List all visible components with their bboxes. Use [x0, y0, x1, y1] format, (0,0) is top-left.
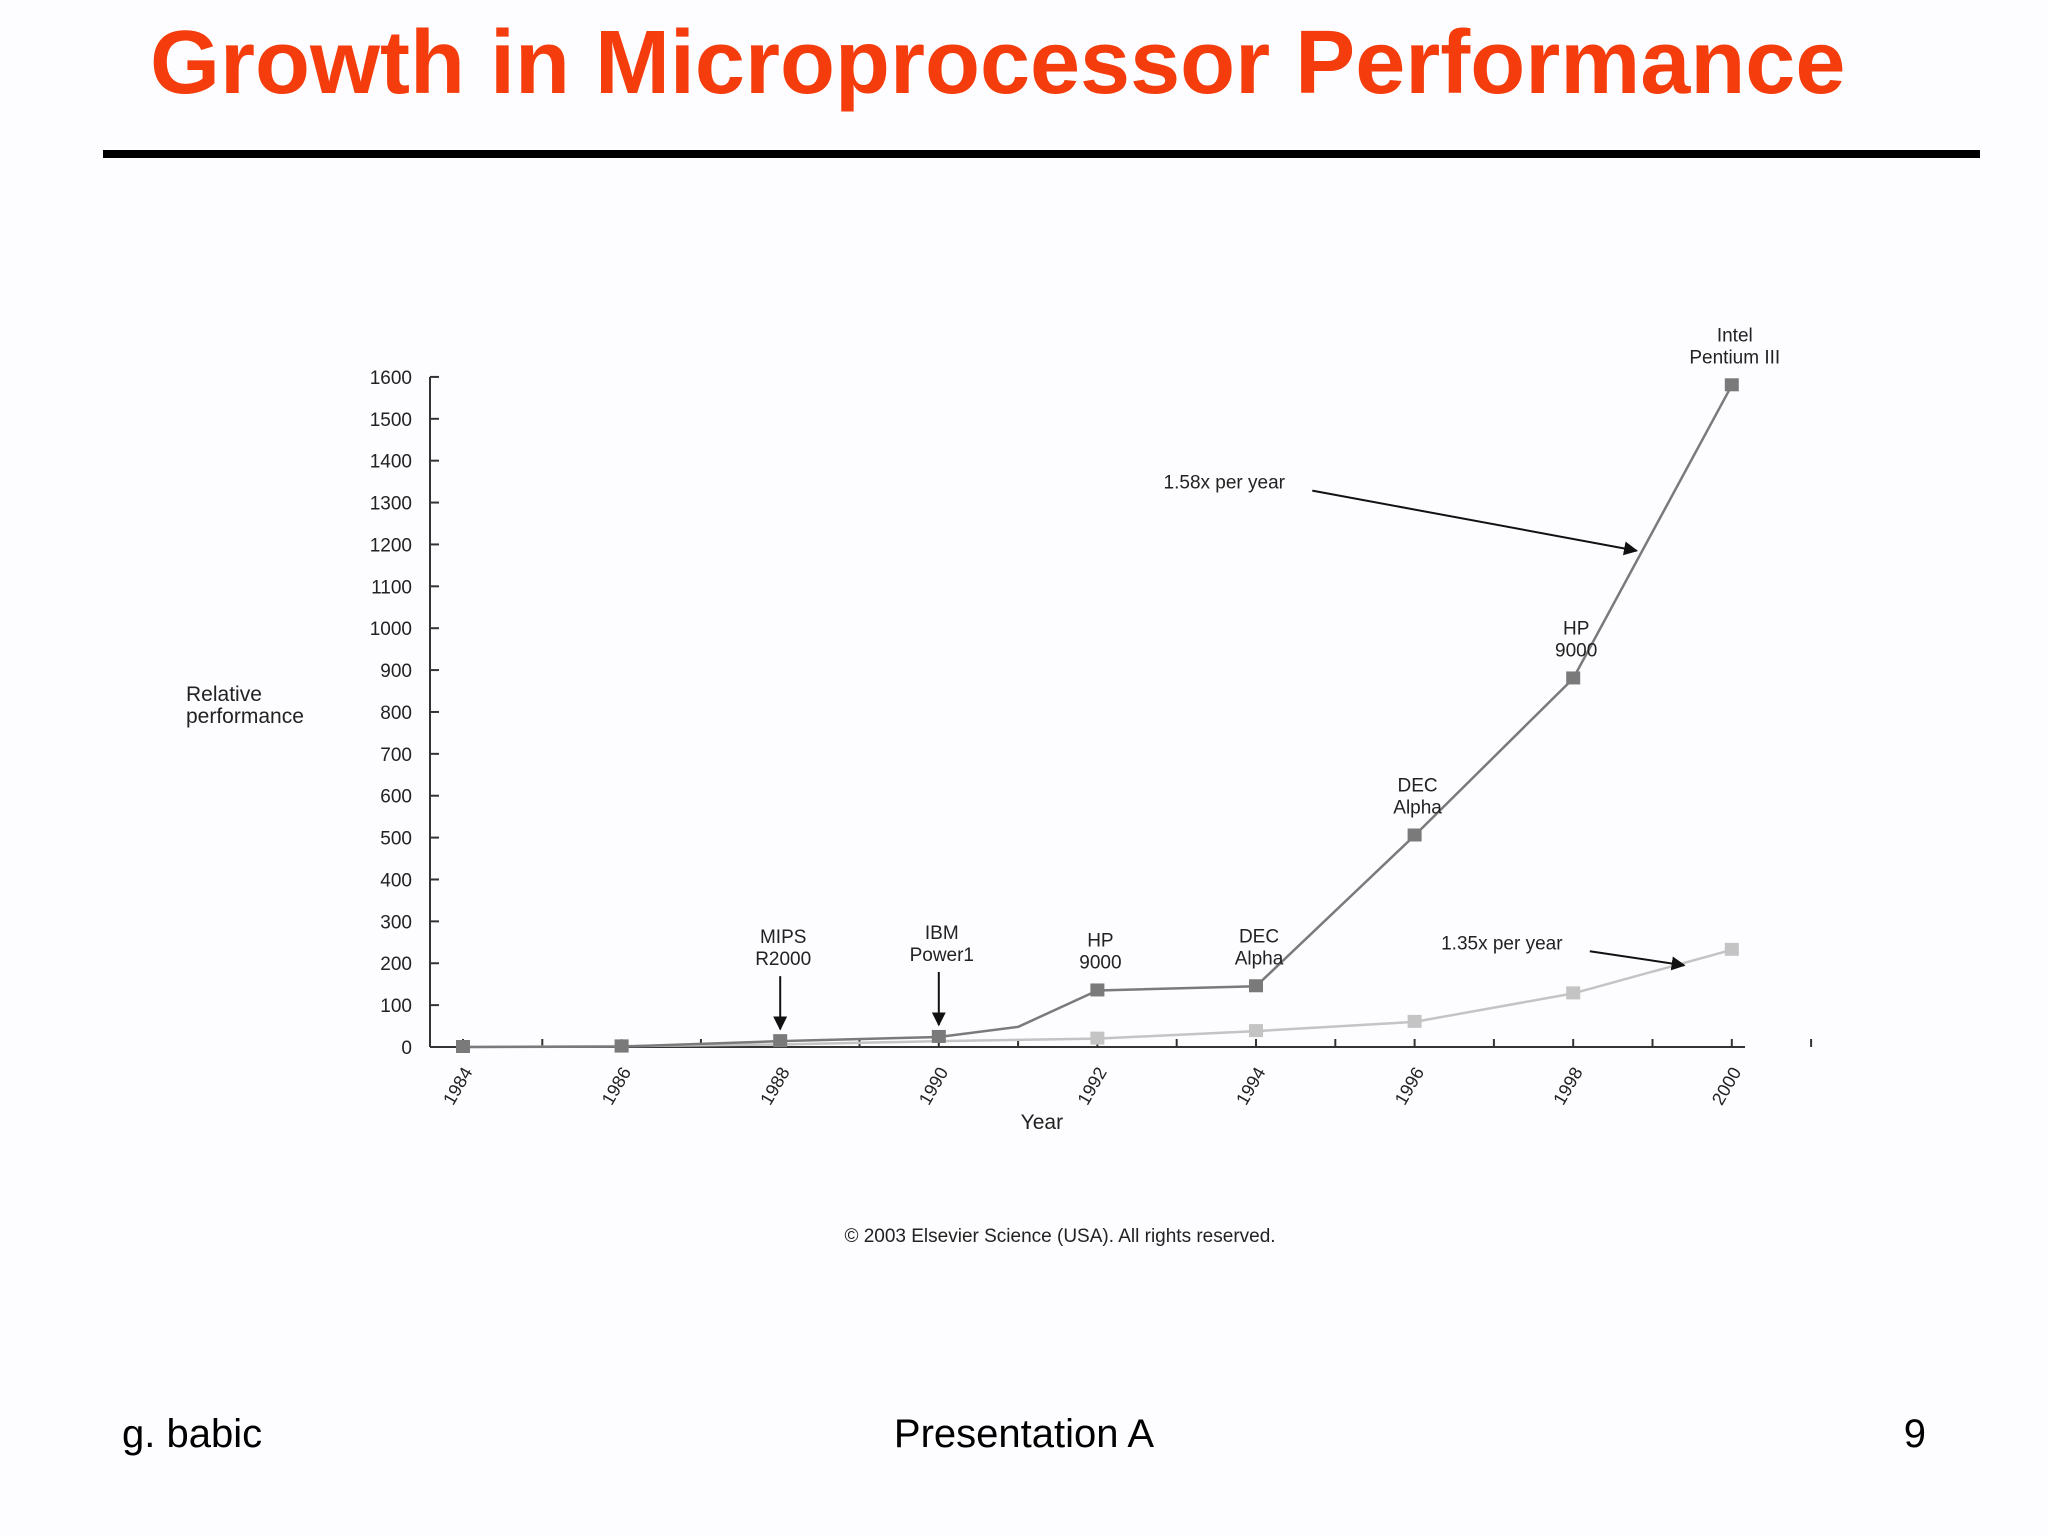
point-label: MIPS — [760, 927, 806, 948]
growth-rate-annotation: 1.58x per year — [1164, 473, 1286, 494]
y-tick-label: 200 — [380, 954, 412, 975]
data-point — [1724, 378, 1739, 392]
y-tick-label: 1500 — [370, 410, 412, 431]
footer-author: g. babic — [122, 1412, 263, 1456]
point-label: Intel — [1717, 325, 1753, 346]
footer-presentation: Presentation A — [893, 1412, 1155, 1456]
annotation-arrow — [1589, 950, 1686, 971]
y-tick-label: 500 — [380, 829, 412, 850]
y-tick-label: 700 — [380, 745, 412, 766]
data-point — [1407, 1014, 1422, 1028]
footer-page-number: 9 — [1903, 1412, 1926, 1456]
x-tick-label: 1998 — [1549, 1064, 1586, 1109]
x-tick-label: 1992 — [1074, 1064, 1111, 1109]
series-line — [462, 384, 1733, 1049]
y-tick-label: 600 — [380, 787, 412, 808]
y-axis-title: Relative — [186, 683, 262, 706]
data-point — [1566, 671, 1581, 685]
data-point — [1566, 986, 1581, 1000]
data-point — [1249, 979, 1263, 993]
data-point — [1724, 942, 1739, 956]
y-tick-label: 400 — [380, 870, 412, 891]
data-point — [1249, 1024, 1263, 1038]
point-label: Power1 — [910, 945, 974, 966]
data-point — [773, 1034, 788, 1048]
copyright-notice: © 2003 Elsevier Science (USA). All right… — [844, 1226, 1275, 1247]
point-label: Alpha — [1393, 798, 1442, 819]
y-tick-label: 1600 — [370, 368, 412, 389]
y-tick-label: 1300 — [370, 494, 412, 515]
data-point — [456, 1040, 470, 1053]
y-tick-label: 100 — [380, 996, 412, 1017]
point-label: DEC — [1398, 776, 1438, 797]
point-label: 9000 — [1555, 640, 1597, 661]
x-tick-label: 1984 — [439, 1064, 476, 1109]
y-tick-label: 1000 — [370, 619, 412, 640]
point-label: Alpha — [1235, 948, 1284, 969]
data-point — [931, 1029, 946, 1043]
data-point — [1407, 828, 1422, 842]
point-label: IBM — [925, 923, 959, 944]
y-tick-label: 1400 — [370, 452, 412, 473]
y-tick-label: 0 — [401, 1038, 412, 1059]
data-point — [614, 1039, 629, 1053]
growth-rate-annotation: 1.35x per year — [1441, 933, 1563, 954]
data-point — [1090, 1031, 1105, 1045]
y-tick-label: 300 — [380, 912, 412, 933]
x-tick-label: 1990 — [915, 1064, 952, 1109]
y-axis-title: performance — [186, 705, 304, 728]
y-tick-label: 800 — [380, 703, 412, 724]
x-tick-label: 1986 — [598, 1064, 635, 1109]
y-tick-label: 900 — [380, 661, 412, 682]
y-tick-label: 1100 — [371, 577, 412, 598]
x-tick-label: 1996 — [1391, 1064, 1428, 1109]
point-label: HP — [1563, 618, 1589, 639]
point-label: 9000 — [1079, 952, 1121, 973]
point-label: DEC — [1239, 926, 1279, 947]
point-label: Pentium III — [1689, 347, 1780, 368]
point-label: HP — [1087, 930, 1113, 951]
data-point — [1090, 983, 1105, 997]
x-tick-label: 1994 — [1232, 1064, 1269, 1109]
y-tick-label: 1200 — [370, 535, 412, 556]
point-label: R2000 — [755, 949, 811, 970]
annotation-arrow — [1312, 489, 1639, 556]
x-tick-label: 2000 — [1708, 1064, 1745, 1109]
slide-title: Growth in Microprocessor Performance — [150, 13, 1846, 113]
x-tick-label: 1988 — [756, 1064, 793, 1109]
x-axis-title: Year — [1021, 1111, 1063, 1134]
title-divider — [103, 150, 1980, 158]
